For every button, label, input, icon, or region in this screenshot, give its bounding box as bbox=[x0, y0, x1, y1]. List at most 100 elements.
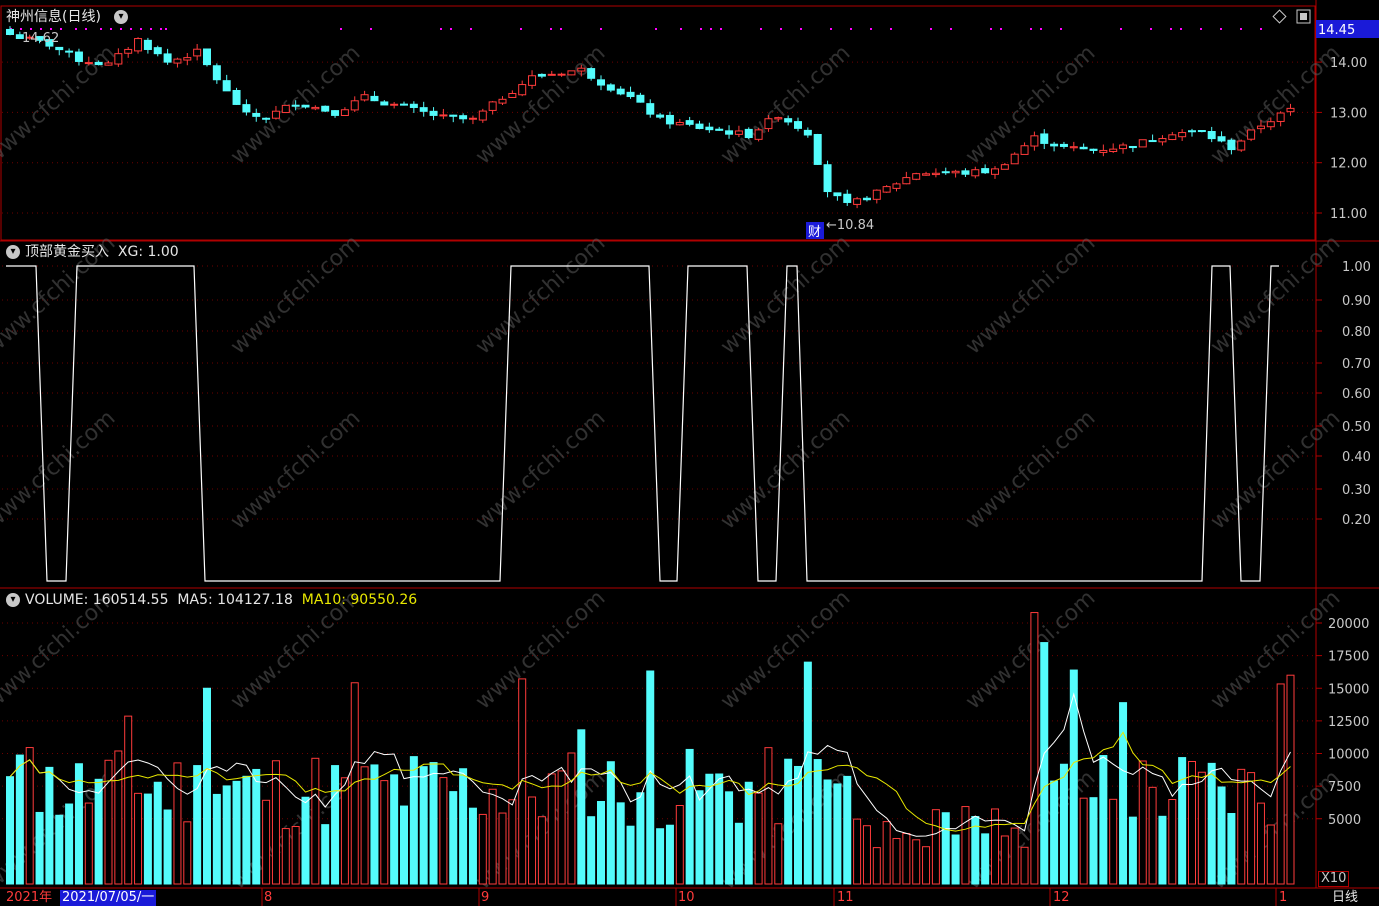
signal-dot bbox=[780, 28, 782, 30]
caifu-marker-badge[interactable] bbox=[806, 222, 824, 239]
volume-bar-down bbox=[15, 754, 24, 885]
candle-up bbox=[124, 48, 133, 54]
volume-label: VOLUME: 160514.55 bbox=[25, 592, 169, 608]
volume-bar-down bbox=[400, 805, 408, 885]
signal-dot bbox=[20, 28, 22, 30]
candle-up bbox=[1030, 135, 1039, 147]
chevron-down-icon[interactable]: ▾ bbox=[6, 245, 20, 259]
volume-title: VOLUME: 160514.55 MA5: 104127.18 MA10: 9… bbox=[25, 592, 417, 608]
signal-dot bbox=[370, 28, 372, 30]
candle-down bbox=[665, 114, 674, 125]
candle-up bbox=[991, 168, 999, 175]
candle-up bbox=[311, 106, 320, 110]
volume-bar-up bbox=[271, 760, 280, 885]
watermark-text: www.cfchi.com bbox=[716, 41, 855, 170]
candle-up bbox=[508, 92, 517, 98]
candle-up bbox=[951, 170, 960, 174]
candle-down bbox=[715, 128, 724, 131]
year-label: 2021年 bbox=[6, 890, 53, 905]
volume-bar-up bbox=[488, 788, 497, 885]
candle-up bbox=[1158, 138, 1167, 143]
candle-down bbox=[15, 34, 24, 39]
candle-up bbox=[557, 73, 566, 76]
volume-bar-down bbox=[1069, 669, 1078, 885]
volume-bar-down bbox=[1128, 816, 1137, 885]
indicator-line bbox=[6, 265, 1279, 582]
signal-dot bbox=[40, 28, 42, 30]
volume-bar-down bbox=[646, 670, 655, 885]
candle-down bbox=[685, 120, 694, 125]
period-tab[interactable]: 日线 bbox=[1332, 890, 1359, 905]
volume-bar-down bbox=[616, 802, 625, 885]
signal-dot bbox=[600, 28, 602, 30]
volume-bar-up bbox=[291, 826, 300, 885]
candle-down bbox=[409, 103, 418, 108]
candle-up bbox=[1247, 129, 1256, 140]
selected-date[interactable]: 2021/07/05/一 bbox=[60, 890, 157, 906]
signal-dot bbox=[110, 28, 112, 30]
candle-down bbox=[74, 51, 83, 62]
volume-bar-down bbox=[321, 824, 330, 885]
volume-bar-down bbox=[695, 790, 704, 885]
ma10-label: MA10: 90550.26 bbox=[301, 592, 418, 608]
diamond-icon[interactable] bbox=[1272, 9, 1287, 24]
volume-bar-up bbox=[557, 770, 566, 885]
candle-up bbox=[518, 84, 527, 96]
candle-up bbox=[872, 189, 881, 200]
chevron-down-icon[interactable]: ▾ bbox=[114, 10, 128, 24]
signal-dot bbox=[100, 28, 102, 30]
candle-down bbox=[823, 164, 832, 193]
watermark-text: www.cfchi.com bbox=[961, 41, 1100, 170]
volume-bar-up bbox=[1197, 771, 1206, 885]
signal-dot bbox=[140, 28, 142, 30]
volume-bar-up bbox=[350, 682, 359, 885]
volume-bar-down bbox=[370, 764, 379, 885]
candle-up bbox=[931, 172, 940, 176]
volume-bar-down bbox=[784, 758, 793, 885]
signal-dot bbox=[1170, 28, 1172, 30]
candle-up bbox=[104, 62, 113, 66]
indicator-tick-label: 0.70 bbox=[1342, 357, 1371, 372]
candle-up bbox=[547, 73, 556, 76]
volume-bar-up bbox=[1148, 786, 1157, 885]
volume-bar-up bbox=[862, 825, 871, 885]
chevron-down-icon[interactable]: ▾ bbox=[6, 593, 20, 607]
month-label: 9 bbox=[481, 890, 490, 905]
watermark-text: www.cfchi.com bbox=[471, 406, 610, 535]
volume-bar-up bbox=[340, 777, 349, 885]
signal-dot bbox=[1240, 28, 1242, 30]
window-icon[interactable] bbox=[1296, 9, 1311, 24]
price-panel-frame bbox=[0, 5, 1316, 241]
candle-down bbox=[291, 104, 300, 107]
candle-down bbox=[981, 168, 990, 174]
volume-bar-up bbox=[1188, 760, 1196, 885]
signal-dot bbox=[165, 28, 167, 30]
volume-bar-down bbox=[390, 774, 399, 885]
watermark-text: www.cfchi.com bbox=[471, 231, 610, 360]
volume-bar-up bbox=[1237, 768, 1246, 885]
candle-down bbox=[1197, 130, 1206, 133]
price-tick-label: 12.00 bbox=[1330, 157, 1367, 172]
caifu-marker[interactable]: 财 bbox=[808, 225, 821, 240]
signal-dot bbox=[830, 28, 832, 30]
candle-up bbox=[1237, 140, 1246, 151]
ma5-line bbox=[9, 692, 1291, 837]
volume-bar-down bbox=[1207, 762, 1216, 885]
candle-down bbox=[862, 197, 871, 201]
signal-dot bbox=[160, 28, 162, 30]
candle-up bbox=[271, 110, 280, 119]
volume-bar-down bbox=[843, 775, 852, 885]
volume-bar-down bbox=[1059, 763, 1068, 885]
month-label: 12 bbox=[1053, 890, 1070, 905]
signal-dot bbox=[50, 28, 52, 30]
indicator-tick-label: 0.60 bbox=[1342, 387, 1371, 402]
candle-up bbox=[971, 169, 980, 177]
indicator-tick-label: 0.80 bbox=[1342, 325, 1371, 340]
volume-bar-down bbox=[941, 812, 950, 885]
candle-up bbox=[922, 173, 931, 176]
candle-up bbox=[1010, 153, 1019, 165]
month-label: 1 bbox=[1279, 890, 1288, 905]
candle-down bbox=[222, 80, 231, 92]
candle-up bbox=[1099, 149, 1108, 153]
volume-bar-up bbox=[872, 847, 881, 885]
